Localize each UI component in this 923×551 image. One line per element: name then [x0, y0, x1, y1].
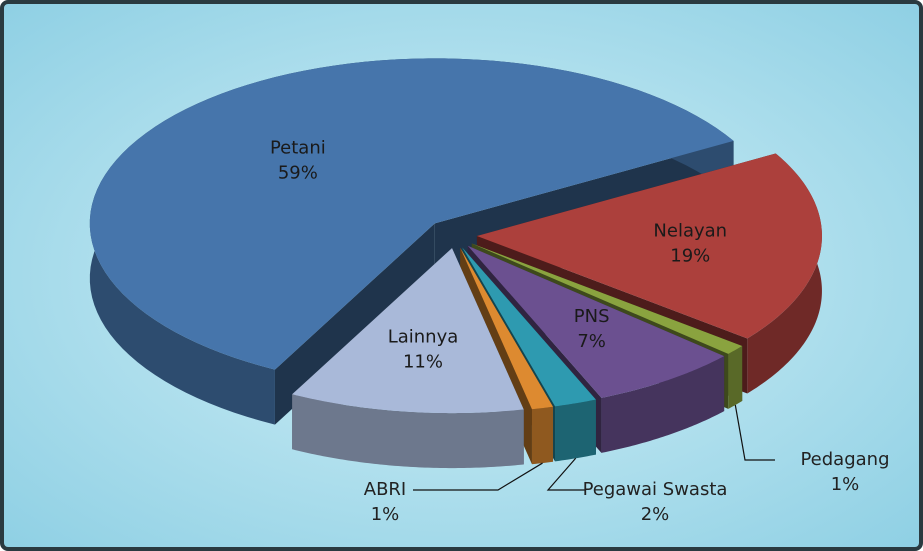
slice-side: [555, 399, 596, 462]
value-label: 1%: [831, 474, 860, 495]
labels: Lainnya 11% ABRI 1% Pegawai Swasta 2% PNS 7% Ped…: [270, 138, 890, 525]
value-label: 59%: [278, 163, 318, 184]
category-label: Lainnya: [388, 326, 459, 347]
category-label: Petani: [270, 138, 326, 159]
value-label: 11%: [403, 351, 443, 372]
slice-side: [728, 346, 743, 409]
leader-line: [546, 457, 585, 491]
category-label: PNS: [574, 306, 610, 327]
leader-line: [413, 462, 543, 491]
slice: [467, 245, 725, 398]
category-label: Pedagang: [800, 449, 889, 470]
value-label: 1%: [371, 504, 400, 525]
slice-side: [292, 394, 524, 469]
slice: [476, 153, 822, 339]
value-label: 7%: [577, 331, 606, 352]
slice: [292, 248, 524, 414]
category-label: Nelayan: [653, 220, 727, 241]
slice-side: [531, 406, 554, 465]
category-label: ABRI: [364, 479, 406, 500]
slice: [460, 247, 554, 410]
leader-line: [734, 404, 775, 461]
value-label: 2%: [641, 504, 670, 525]
slice-tops: [89, 58, 822, 414]
slice: [89, 58, 734, 370]
slice-side: [601, 356, 725, 453]
category-label: Pegawai Swasta: [583, 479, 728, 500]
value-label: 19%: [670, 245, 710, 266]
slice: [462, 247, 596, 407]
slice: [471, 243, 743, 354]
